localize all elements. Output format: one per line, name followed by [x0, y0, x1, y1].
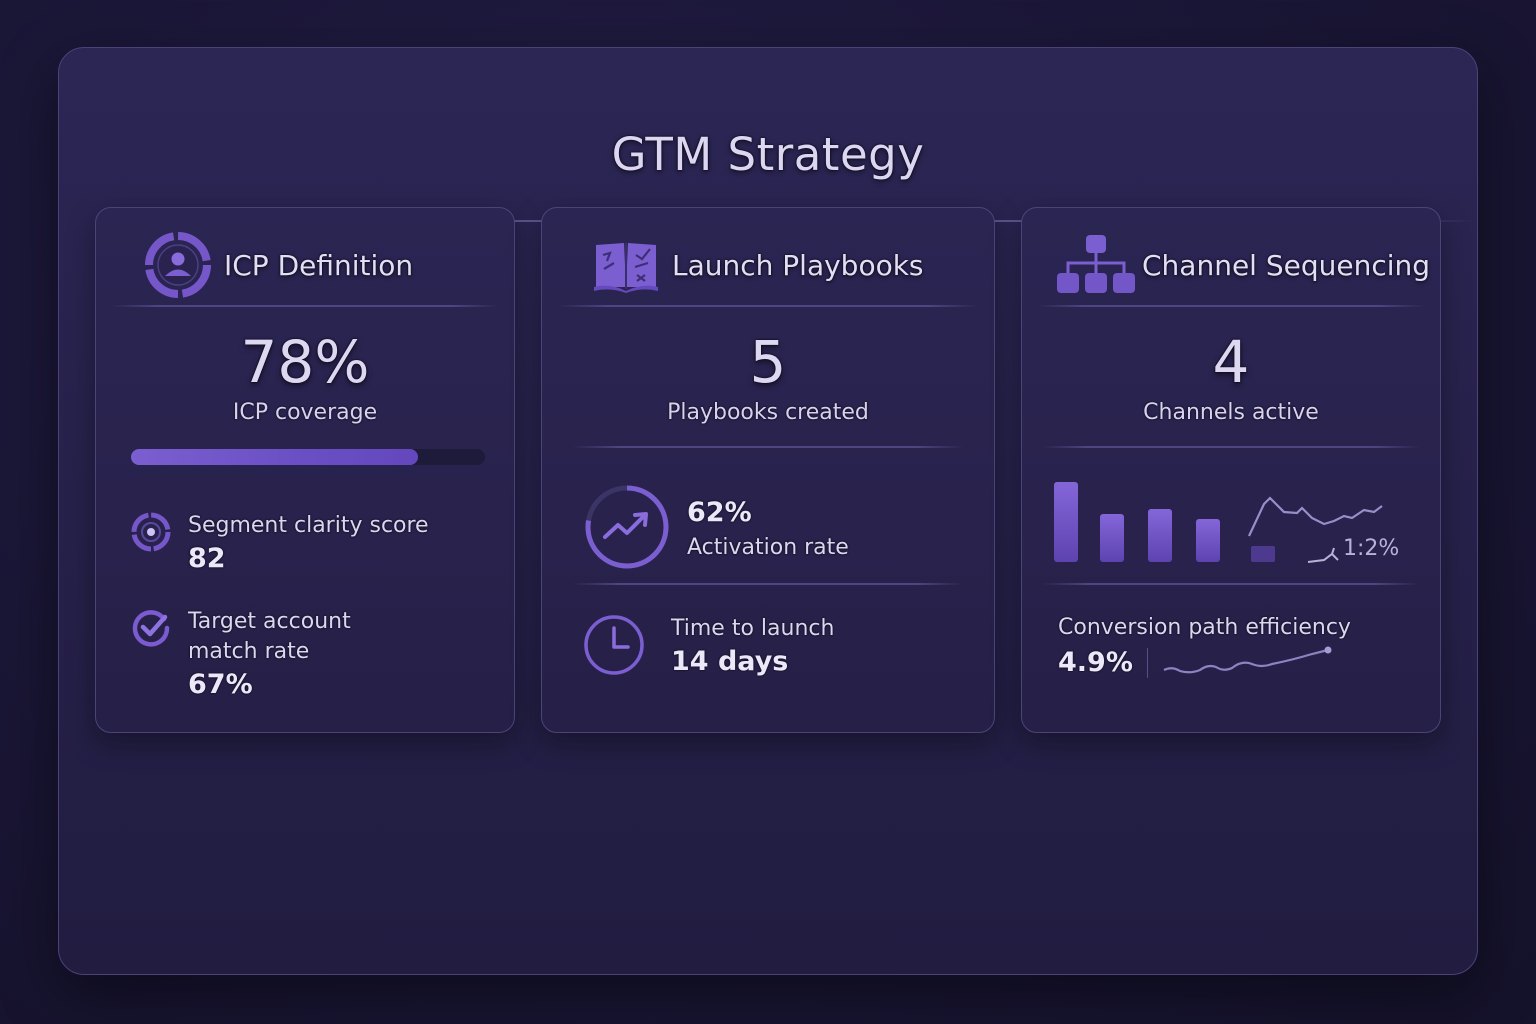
hierarchy-icon — [1056, 233, 1138, 297]
channel-sequencing-card[interactable]: Channel Sequencing 4 Channels active 1:2… — [1021, 207, 1441, 733]
metric-label: Conversion path efficiency — [1058, 615, 1351, 640]
icp-coverage-progress-bar — [131, 449, 485, 465]
metric-label-line1: Target account — [188, 609, 351, 634]
icp-definition-card[interactable]: ICP Definition 78% ICP coverage Segment … — [95, 207, 515, 733]
clock-icon — [583, 614, 645, 680]
page-title: GTM Strategy — [611, 128, 925, 181]
metric-label: Activation rate — [687, 535, 849, 560]
segment-clarity-metric: Segment clarity score 82 — [130, 511, 429, 577]
activation-rate-metric: 62% Activation rate — [583, 483, 849, 575]
mini-chart-ratio: 1:2% — [1343, 536, 1400, 561]
card-title: Channel Sequencing — [1142, 248, 1431, 282]
metric-label-line2: match rate — [188, 639, 310, 664]
trend-up-ring-icon — [583, 483, 671, 575]
metric-label: Time to launch — [671, 616, 835, 641]
playbooks-created-value: 5 — [749, 328, 787, 396]
card-divider — [572, 583, 964, 585]
metric-value: 14 days — [671, 646, 789, 677]
card-divider — [1042, 583, 1420, 585]
progress-fill — [131, 449, 418, 465]
target-account-match-metric: Target account match rate 67% — [130, 607, 351, 703]
vertical-divider — [1146, 648, 1149, 678]
card-title: Launch Playbooks — [672, 248, 924, 282]
channels-active-value: 4 — [1212, 328, 1250, 396]
time-to-launch-metric: Time to launch 14 days — [583, 614, 834, 680]
icp-coverage-label: ICP coverage — [232, 400, 378, 425]
card-divider — [111, 305, 499, 307]
card-divider — [557, 305, 979, 307]
card-title: ICP Definition — [224, 248, 414, 282]
conversion-path-metric: Conversion path efficiency 4.9% — [1058, 613, 1351, 681]
metric-value: 4.9% — [1058, 647, 1133, 678]
conversion-sparkline — [1163, 646, 1332, 674]
metric-value: 82 — [188, 543, 226, 574]
user-target-icon — [144, 231, 212, 299]
card-divider — [1042, 446, 1420, 448]
channels-active-label: Channels active — [1143, 400, 1319, 425]
metric-value: 62% — [687, 497, 752, 528]
target-icon — [130, 511, 172, 557]
metric-label: Segment clarity score — [188, 513, 429, 538]
card-divider — [572, 446, 964, 448]
playbook-book-icon — [592, 237, 660, 293]
playbooks-created-label: Playbooks created — [667, 400, 869, 425]
launch-playbooks-card[interactable]: Launch Playbooks 5 Playbooks created 62%… — [541, 207, 995, 733]
card-divider — [1037, 305, 1425, 307]
metric-value: 67% — [188, 669, 253, 700]
check-circle-icon — [130, 607, 172, 653]
channel-mini-chart: 1:2% — [1052, 476, 1412, 566]
icp-coverage-value: 78% — [240, 328, 370, 396]
